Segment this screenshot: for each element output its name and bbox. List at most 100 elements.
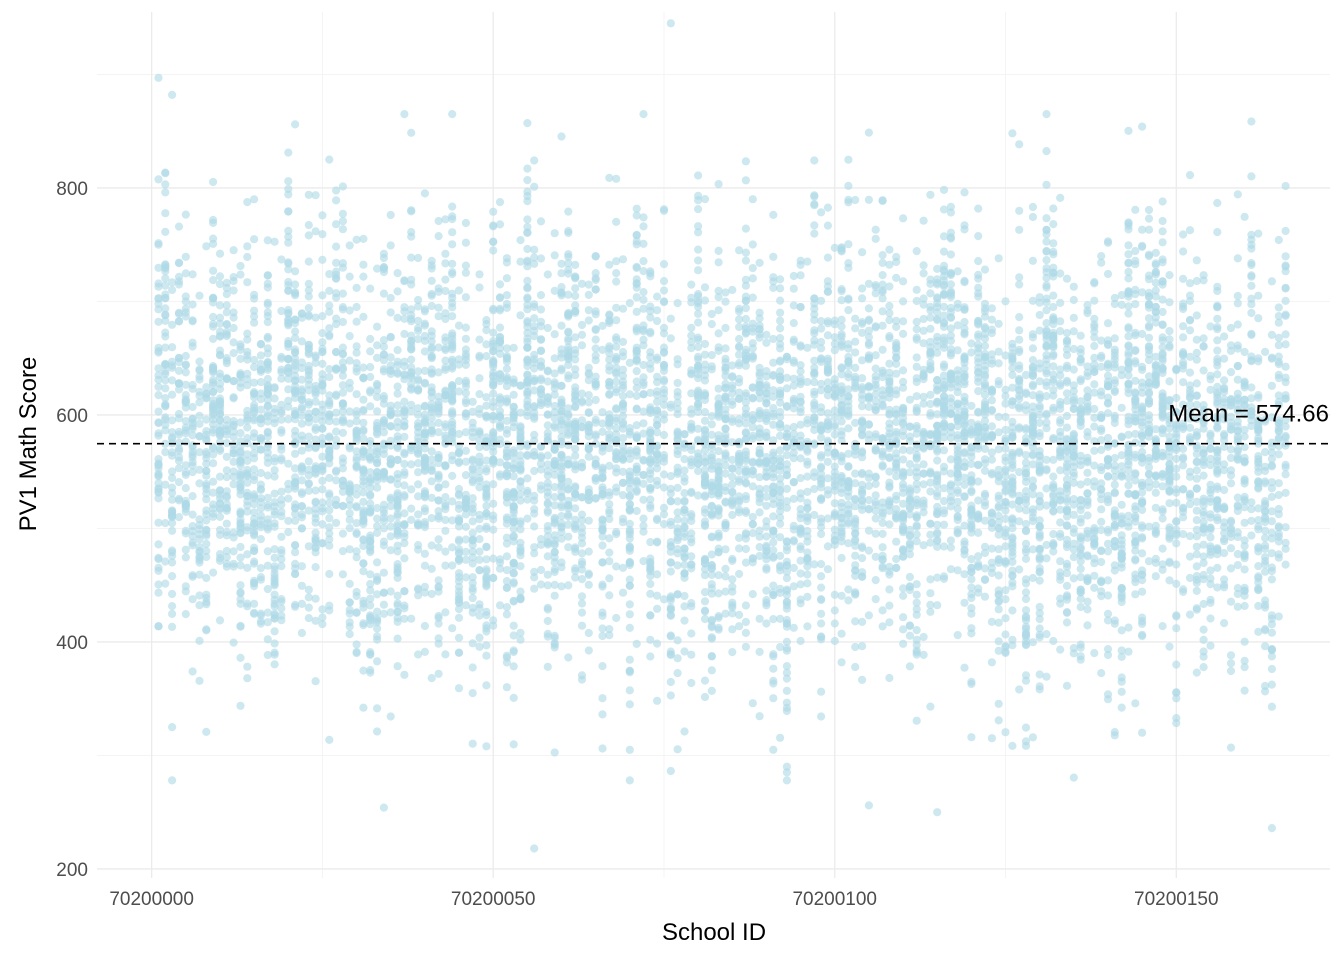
data-point (837, 315, 846, 324)
data-point (250, 363, 259, 372)
data-point (284, 402, 293, 411)
data-point (222, 559, 231, 568)
data-point (530, 156, 539, 165)
data-point (817, 572, 826, 581)
data-point (741, 495, 751, 504)
data-point (352, 426, 361, 435)
data-point (905, 572, 915, 582)
data-point (851, 535, 860, 544)
data-point (591, 344, 600, 353)
data-point (817, 208, 826, 217)
data-point (495, 435, 505, 444)
data-point (386, 293, 395, 303)
data-point (837, 417, 846, 426)
data-point (427, 369, 436, 378)
data-point (639, 470, 648, 479)
data-point (263, 458, 272, 467)
data-point (687, 552, 696, 561)
data-point (885, 301, 894, 311)
data-point (782, 542, 792, 552)
data-point (161, 401, 170, 410)
data-point (748, 240, 757, 249)
data-point (174, 444, 184, 453)
data-point (420, 366, 429, 375)
data-point (625, 390, 634, 399)
data-point (550, 536, 559, 545)
data-point (851, 519, 860, 528)
data-point (810, 336, 819, 345)
data-point (263, 519, 272, 528)
data-point (195, 601, 204, 610)
data-point (352, 530, 361, 539)
data-point (892, 537, 901, 546)
data-point (195, 676, 204, 685)
data-point (338, 225, 347, 234)
data-point (769, 694, 778, 703)
data-point (530, 412, 539, 421)
data-point (530, 182, 539, 191)
data-point (393, 496, 402, 505)
data-point (892, 390, 901, 399)
data-point (270, 660, 279, 669)
data-point (209, 428, 218, 437)
data-point (694, 309, 703, 318)
data-point (352, 364, 361, 373)
data-point (161, 394, 170, 403)
data-point (215, 554, 225, 563)
data-point (434, 472, 443, 481)
data-point (892, 563, 901, 573)
data-point (810, 201, 819, 210)
data-point (393, 591, 402, 600)
data-point (837, 498, 846, 508)
data-point (687, 512, 696, 521)
data-point (707, 666, 716, 675)
data-point (639, 110, 648, 119)
data-point (222, 452, 231, 461)
data-point (215, 446, 225, 455)
data-point (516, 496, 525, 505)
data-point (161, 415, 170, 424)
data-point (188, 316, 197, 325)
data-point (454, 582, 464, 592)
data-point (864, 382, 874, 391)
data-point (625, 299, 634, 308)
data-point (434, 634, 443, 643)
data-point (516, 525, 525, 534)
data-point (414, 541, 423, 550)
data-point (250, 527, 259, 536)
data-point (400, 604, 409, 613)
data-point (174, 379, 184, 388)
data-point (912, 626, 921, 635)
data-point (325, 155, 334, 164)
data-point (161, 579, 170, 588)
data-point (700, 692, 710, 702)
data-point (318, 504, 327, 513)
data-point (899, 383, 908, 392)
data-point (311, 486, 320, 495)
data-point (735, 334, 744, 344)
data-point (810, 192, 819, 201)
data-point (584, 444, 593, 454)
data-point (885, 332, 894, 341)
data-point (871, 491, 880, 500)
data-point (311, 548, 320, 557)
data-point (741, 314, 751, 324)
data-point (297, 391, 306, 400)
data-point (871, 323, 880, 332)
data-point (782, 644, 792, 653)
data-point (687, 461, 696, 470)
data-point (796, 474, 805, 483)
data-point (277, 255, 286, 264)
data-point (475, 374, 484, 383)
data-point (694, 370, 703, 379)
data-point (420, 319, 429, 328)
data-point (694, 245, 703, 254)
data-point (899, 639, 908, 648)
data-point (366, 648, 375, 657)
data-point (229, 246, 238, 255)
data-point (434, 232, 443, 241)
data-point (359, 373, 368, 382)
data-point (181, 312, 190, 321)
data-point (414, 510, 423, 519)
data-point (318, 230, 327, 239)
